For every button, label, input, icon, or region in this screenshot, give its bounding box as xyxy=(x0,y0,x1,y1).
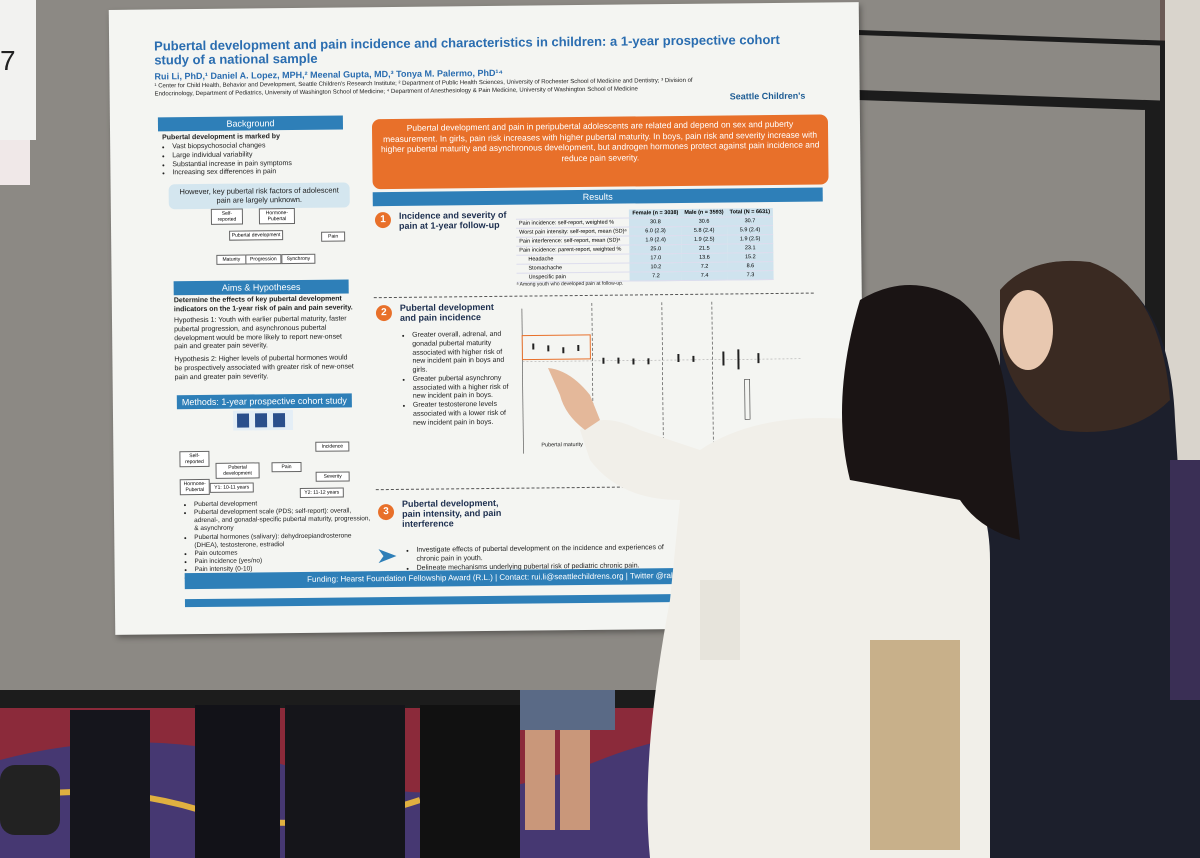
arrow-icon xyxy=(378,549,397,564)
logo-image xyxy=(232,410,294,431)
forest-plot xyxy=(521,301,803,454)
svg-text:7: 7 xyxy=(0,45,16,76)
poster: Pubertal development and pain incidence … xyxy=(108,2,866,635)
